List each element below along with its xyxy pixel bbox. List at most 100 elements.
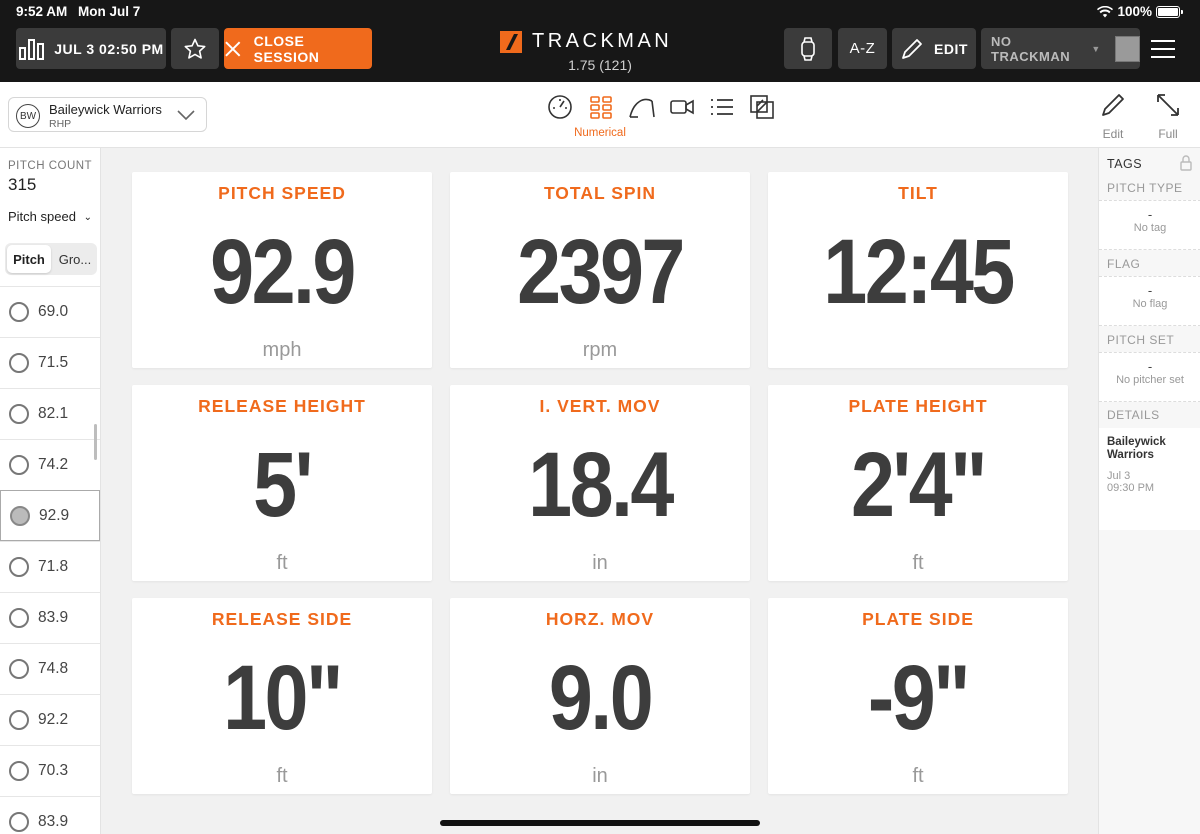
metric-tile[interactable]: PLATE HEIGHT 2'4" ft (768, 385, 1068, 581)
radio-button[interactable] (9, 812, 29, 832)
radio-button[interactable] (9, 353, 29, 373)
pitch-speed-value: 74.2 (38, 456, 69, 473)
home-indicator[interactable] (440, 820, 760, 826)
pitch-speed-value: 83.9 (38, 813, 69, 830)
dropdown-caret-icon: ▼ (1091, 43, 1101, 54)
pitch-type-tag[interactable]: - No tag (1099, 200, 1200, 250)
radio-button[interactable] (9, 710, 29, 730)
device-selector[interactable]: NO TRACKMAN ▼ (981, 28, 1140, 69)
session-label: JUL 3 02:50 PM (54, 40, 164, 57)
radio-button[interactable] (9, 404, 29, 424)
session-button[interactable]: JUL 3 02:50 PM (16, 28, 166, 69)
pitch-speed-value: 69.0 (38, 303, 69, 320)
pitch-type-header: PITCH TYPE (1107, 181, 1183, 195)
pitch-list-item[interactable]: 92.9 (0, 490, 100, 541)
chevron-down-icon (177, 110, 195, 121)
metric-tile[interactable]: TILT 12:45 (768, 172, 1068, 368)
metric-value: -9" (867, 647, 971, 749)
edit-layout-button[interactable]: Edit (1093, 92, 1133, 141)
pitch-type-status: No tag (1133, 222, 1167, 234)
metric-value: 10" (223, 647, 343, 749)
az-sort-button[interactable]: A-Z (838, 28, 887, 69)
pitch-speed-value: 92.2 (38, 711, 69, 728)
segment-group[interactable]: Gro... (58, 251, 92, 267)
metric-tile[interactable]: RELEASE SIDE 10" ft (132, 598, 432, 794)
overlay-icon (750, 95, 774, 119)
metric-selector[interactable]: Pitch speed ⌄ (8, 209, 98, 224)
pitch-set-value: - (1147, 359, 1153, 374)
pitch-set-header: PITCH SET (1107, 333, 1175, 347)
menu-button[interactable] (1142, 28, 1184, 69)
view-video-button[interactable] (668, 94, 696, 120)
pitch-speed-value: 82.1 (38, 405, 69, 422)
details-team: Baileywick Warriors (1107, 436, 1166, 461)
metric-title: RELEASE HEIGHT (198, 396, 366, 416)
pitch-set-tag[interactable]: - No pitcher set (1099, 352, 1200, 402)
view-list-button[interactable] (708, 94, 736, 120)
pencil-icon (1102, 94, 1124, 116)
pitch-list-item[interactable]: 92.2 (0, 694, 100, 745)
pitch-sidebar: PITCH COUNT 315 Pitch speed ⌄ Pitch Gro.… (0, 148, 101, 834)
metric-tile[interactable]: I. VERT. MOV 18.4 in (450, 385, 750, 581)
metric-unit: ft (276, 552, 288, 574)
metric-title: PITCH SPEED (218, 183, 346, 203)
fullscreen-button[interactable]: Full (1148, 92, 1188, 141)
list-icon (711, 99, 733, 115)
radio-button[interactable] (10, 505, 30, 526)
metric-value: 2'4" (850, 434, 988, 536)
flag-tag[interactable]: - No flag (1099, 276, 1200, 326)
pitch-speed-value: 74.8 (38, 660, 69, 677)
bar-chart-icon (19, 38, 45, 60)
tags-header: TAGS (1107, 157, 1143, 171)
device-label: NO TRACKMAN (991, 33, 1071, 64)
metric-tile[interactable]: RELEASE HEIGHT 5' ft (132, 385, 432, 581)
pitch-list-item[interactable]: 74.2 (0, 439, 100, 490)
pitch-list-item[interactable]: 71.5 (0, 337, 100, 388)
star-icon (184, 38, 206, 59)
pitch-list-item[interactable]: 83.9 (0, 592, 100, 643)
segment-pitch[interactable]: Pitch (7, 245, 51, 273)
metric-tile[interactable]: PLATE SIDE -9" ft (768, 598, 1068, 794)
favorite-button[interactable] (171, 28, 219, 69)
logo-text: TRACKMAN (532, 30, 673, 52)
view-trajectory-button[interactable] (628, 94, 656, 120)
pitch-list-item[interactable]: 83.9 (0, 796, 100, 834)
pitch-list-item[interactable]: 69.0 (0, 286, 100, 337)
view-overlay-button[interactable] (748, 94, 776, 120)
team-selector[interactable]: BW Baileywick Warriors RHP (8, 97, 207, 132)
metric-tile[interactable]: TOTAL SPIN 2397 rpm (450, 172, 750, 368)
radio-button[interactable] (9, 659, 29, 679)
radio-button[interactable] (9, 557, 29, 577)
pitch-list-item[interactable]: 71.8 (0, 541, 100, 592)
scrollbar[interactable] (94, 424, 97, 460)
status-time: 9:52 AM (16, 4, 68, 19)
view-numerical-button[interactable] (587, 94, 615, 120)
lock-icon (1180, 155, 1192, 171)
metric-title: RELEASE SIDE (211, 609, 353, 629)
top-toolbar: 9:52 AM Mon Jul 7 100% JUL 3 02:50 PM CL… (0, 0, 1200, 82)
metric-unit: ft (276, 765, 288, 787)
metric-unit: mph (262, 339, 302, 361)
metric-tile[interactable]: HORZ. MOV 9.0 in (450, 598, 750, 794)
fullscreen-label: Full (1158, 127, 1178, 141)
radio-button[interactable] (9, 608, 29, 628)
watch-button[interactable] (784, 28, 832, 69)
battery-percent: 100% (1117, 4, 1152, 19)
metric-tile[interactable]: PITCH SPEED 92.9 mph (132, 172, 432, 368)
radio-button[interactable] (9, 302, 29, 322)
pitch-list-item[interactable]: 82.1 (0, 388, 100, 439)
edit-button[interactable]: EDIT (892, 28, 976, 69)
watch-icon (801, 36, 815, 61)
metric-value: 92.9 (210, 221, 356, 323)
view-gauge-button[interactable] (546, 94, 574, 120)
flag-header: FLAG (1107, 257, 1141, 271)
pitch-count-value: 315 (8, 175, 37, 194)
pitch-list-item[interactable]: 74.8 (0, 643, 100, 694)
expand-icon (1157, 94, 1179, 116)
close-session-button[interactable]: CLOSE SESSION (224, 28, 372, 69)
radio-button[interactable] (9, 455, 29, 475)
metric-title: TOTAL SPIN (543, 183, 657, 203)
radio-button[interactable] (9, 761, 29, 781)
metric-title: PLATE HEIGHT (848, 396, 988, 416)
pitch-list-item[interactable]: 70.3 (0, 745, 100, 796)
